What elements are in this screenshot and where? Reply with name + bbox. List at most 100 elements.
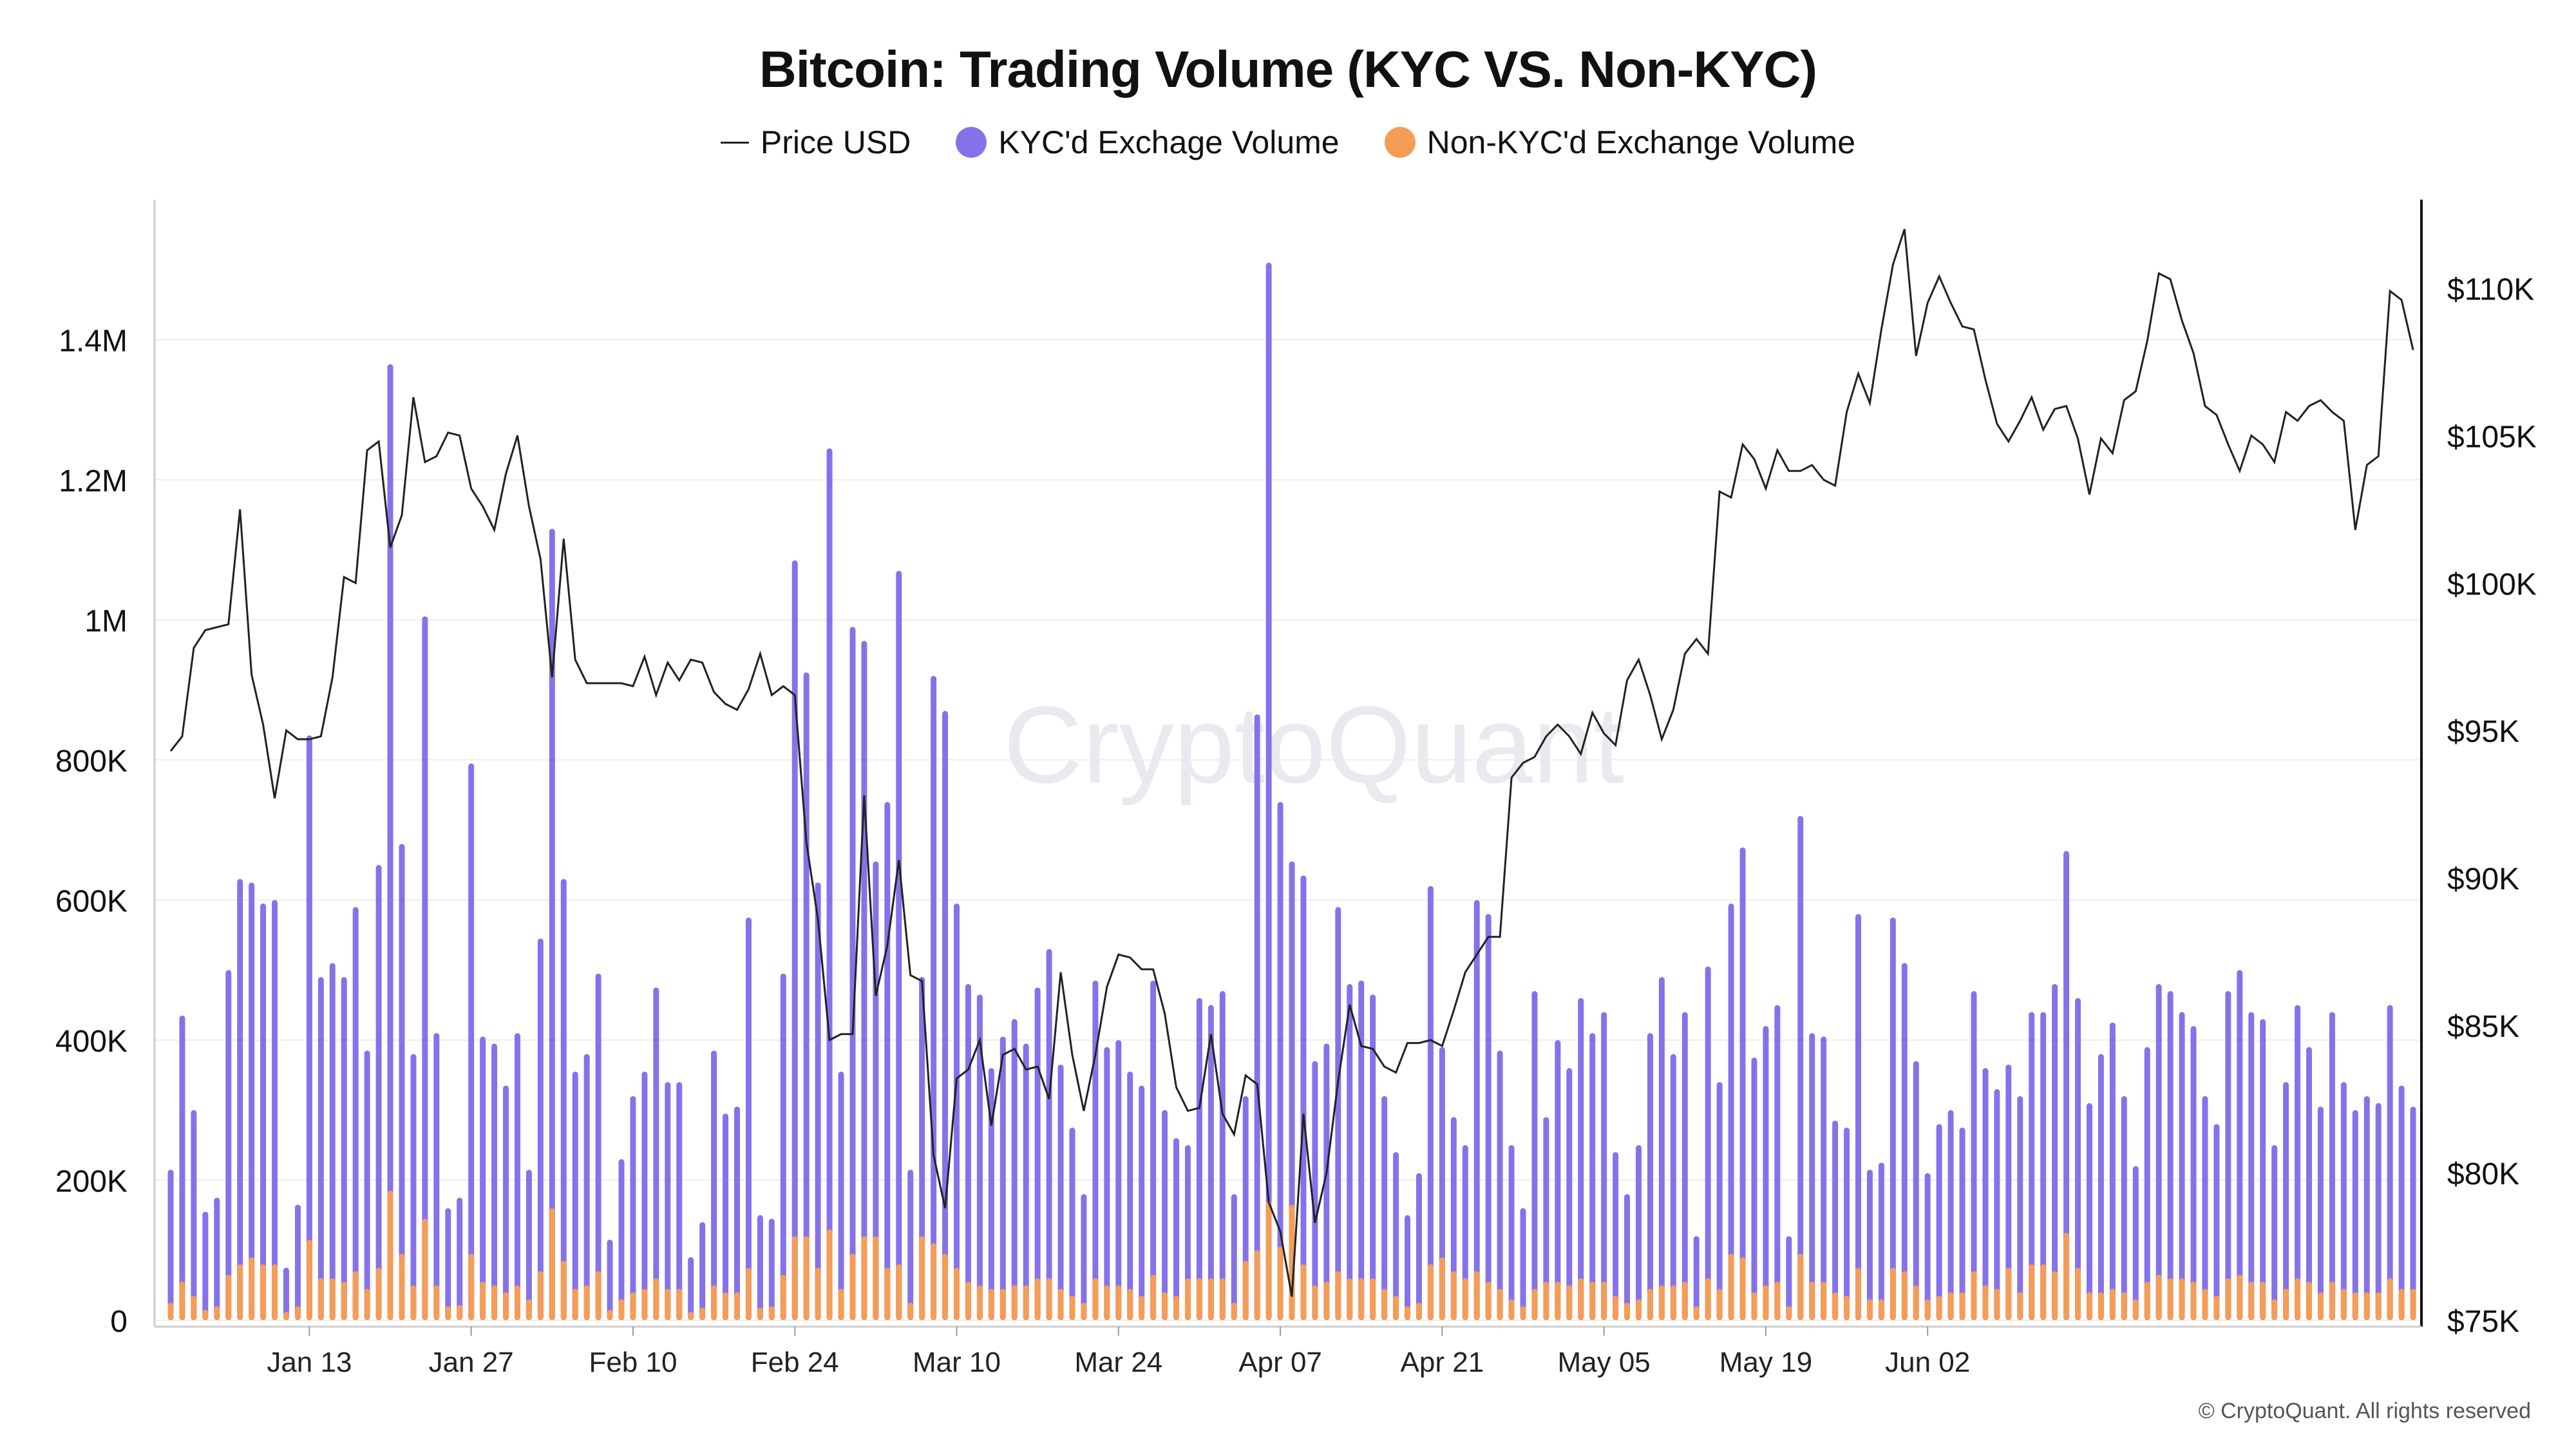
kyc-bar — [1231, 1194, 1237, 1320]
nonkyc-bar — [1658, 1285, 1665, 1320]
kyc-bar — [711, 1050, 717, 1320]
nonkyc-bar — [745, 1267, 752, 1320]
nonkyc-bar — [676, 1289, 683, 1320]
nonkyc-bar — [2387, 1278, 2393, 1320]
kyc-bar — [1751, 1057, 1757, 1320]
x-tick-label: Feb 10 — [589, 1347, 677, 1378]
nonkyc-bar — [341, 1282, 347, 1320]
kyc-bar — [537, 938, 544, 1320]
nonkyc-bar — [1936, 1295, 1942, 1320]
axes — [153, 200, 2423, 1328]
nonkyc-bar — [1901, 1271, 1908, 1320]
kyc-bar — [514, 1033, 520, 1320]
left-tick-label: 200K — [55, 1165, 128, 1199]
nonkyc-bar — [375, 1267, 382, 1320]
nonkyc-bar — [549, 1208, 555, 1320]
legend-item-price[interactable]: Price USD — [720, 124, 911, 161]
legend-item-nonkyc[interactable]: Non-KYC'd Exchange Volume — [1384, 124, 1855, 161]
nonkyc-bar — [364, 1289, 370, 1320]
nonkyc-bar — [1531, 1289, 1538, 1320]
nonkyc-bar — [272, 1264, 278, 1320]
nonkyc-bar — [1578, 1278, 1584, 1320]
left-tick-label: 1.4M — [59, 325, 128, 359]
kyc-bar — [919, 977, 925, 1320]
kyc-bar — [896, 571, 902, 1320]
nonkyc-bar — [1347, 1278, 1353, 1320]
kyc-bar — [861, 641, 867, 1320]
kyc-bar — [2248, 1012, 2255, 1320]
kyc-bar — [1913, 1061, 1919, 1320]
kyc-bar — [1924, 1173, 1931, 1320]
kyc-bar — [1450, 1117, 1457, 1320]
nonkyc-bar — [988, 1289, 994, 1320]
nonkyc-bar — [2063, 1233, 2070, 1320]
kyc-bar — [2040, 1012, 2047, 1320]
nonkyc-bar — [1485, 1282, 1492, 1320]
nonkyc-bar — [1277, 1246, 1283, 1320]
kyc-bar — [272, 900, 278, 1320]
nonkyc-bar — [2040, 1264, 2047, 1320]
kyc-bar — [1057, 1065, 1064, 1320]
legend-label-price: Price USD — [760, 124, 911, 160]
kyc-bar — [1670, 1054, 1676, 1320]
nonkyc-bar — [1104, 1285, 1110, 1320]
nonkyc-bar — [1947, 1292, 1954, 1320]
nonkyc-bar — [2410, 1289, 2416, 1320]
kyc-bar — [167, 1170, 174, 1320]
nonkyc-bar — [1358, 1278, 1365, 1320]
nonkyc-bar — [1589, 1282, 1596, 1320]
nonkyc-bar — [572, 1289, 578, 1320]
nonkyc-bar — [537, 1271, 544, 1320]
kyc-bar — [445, 1208, 451, 1320]
nonkyc-bar — [306, 1239, 312, 1320]
nonkyc-bar — [1427, 1264, 1434, 1320]
nonkyc-bar — [1462, 1278, 1468, 1320]
nonkyc-bar — [1670, 1285, 1676, 1320]
kyc-bar — [1636, 1145, 1642, 1320]
nonkyc-bar — [2363, 1292, 2370, 1320]
kyc-bar — [1832, 1121, 1839, 1320]
kyc-bar — [734, 1106, 740, 1320]
nonkyc-bar — [2017, 1292, 2023, 1320]
x-tick-label: Jun 02 — [1885, 1347, 1970, 1378]
kyc-bar — [1555, 1040, 1561, 1320]
kyc-bar — [1947, 1110, 1954, 1320]
kyc-bar — [2005, 1065, 2012, 1320]
nonkyc-bar — [2087, 1292, 2092, 1320]
legend-dot-icon — [1384, 127, 1416, 158]
kyc-bar — [1658, 977, 1665, 1320]
kyc-bar — [676, 1082, 683, 1320]
kyc-bar — [1624, 1194, 1631, 1320]
nonkyc-bar — [260, 1264, 267, 1320]
kyc-bar — [1162, 1110, 1168, 1320]
kyc-bar — [2225, 990, 2231, 1320]
kyc-bar — [1473, 900, 1480, 1320]
right-axis-ticks: $75K $80K $85K $90K $95K $100K $105K $110K — [2447, 272, 2537, 1339]
kyc-bar — [641, 1071, 648, 1320]
kyc-bar — [2375, 1103, 2382, 1320]
nonkyc-bar — [1370, 1278, 1376, 1320]
kyc-bar — [2202, 1096, 2208, 1320]
nonkyc-bar — [1889, 1267, 1896, 1320]
legend-item-kyc[interactable]: KYC'd Exchage Volume — [956, 124, 1340, 161]
kyc-bar — [1589, 1033, 1596, 1320]
nonkyc-bar — [1636, 1299, 1642, 1320]
kyc-bar — [1866, 1170, 1873, 1320]
nonkyc-bar — [399, 1253, 405, 1320]
nonkyc-bar — [1705, 1278, 1711, 1320]
nonkyc-bar — [2340, 1289, 2347, 1320]
nonkyc-bar — [768, 1306, 775, 1320]
kyc-bar — [352, 907, 359, 1320]
x-tick-label: Feb 24 — [751, 1347, 839, 1378]
nonkyc-bar — [699, 1307, 706, 1320]
nonkyc-bar — [896, 1264, 902, 1320]
left-tick-label: 400K — [55, 1025, 128, 1059]
kyc-bar — [1150, 980, 1157, 1320]
right-tick-label: $90K — [2447, 862, 2519, 896]
kyc-bar — [191, 1110, 197, 1320]
nonkyc-bar — [1866, 1299, 1873, 1320]
nonkyc-bar — [734, 1292, 740, 1320]
kyc-bar — [2295, 1005, 2301, 1320]
kyc-bar — [1716, 1082, 1723, 1320]
kyc-bar — [745, 917, 752, 1320]
